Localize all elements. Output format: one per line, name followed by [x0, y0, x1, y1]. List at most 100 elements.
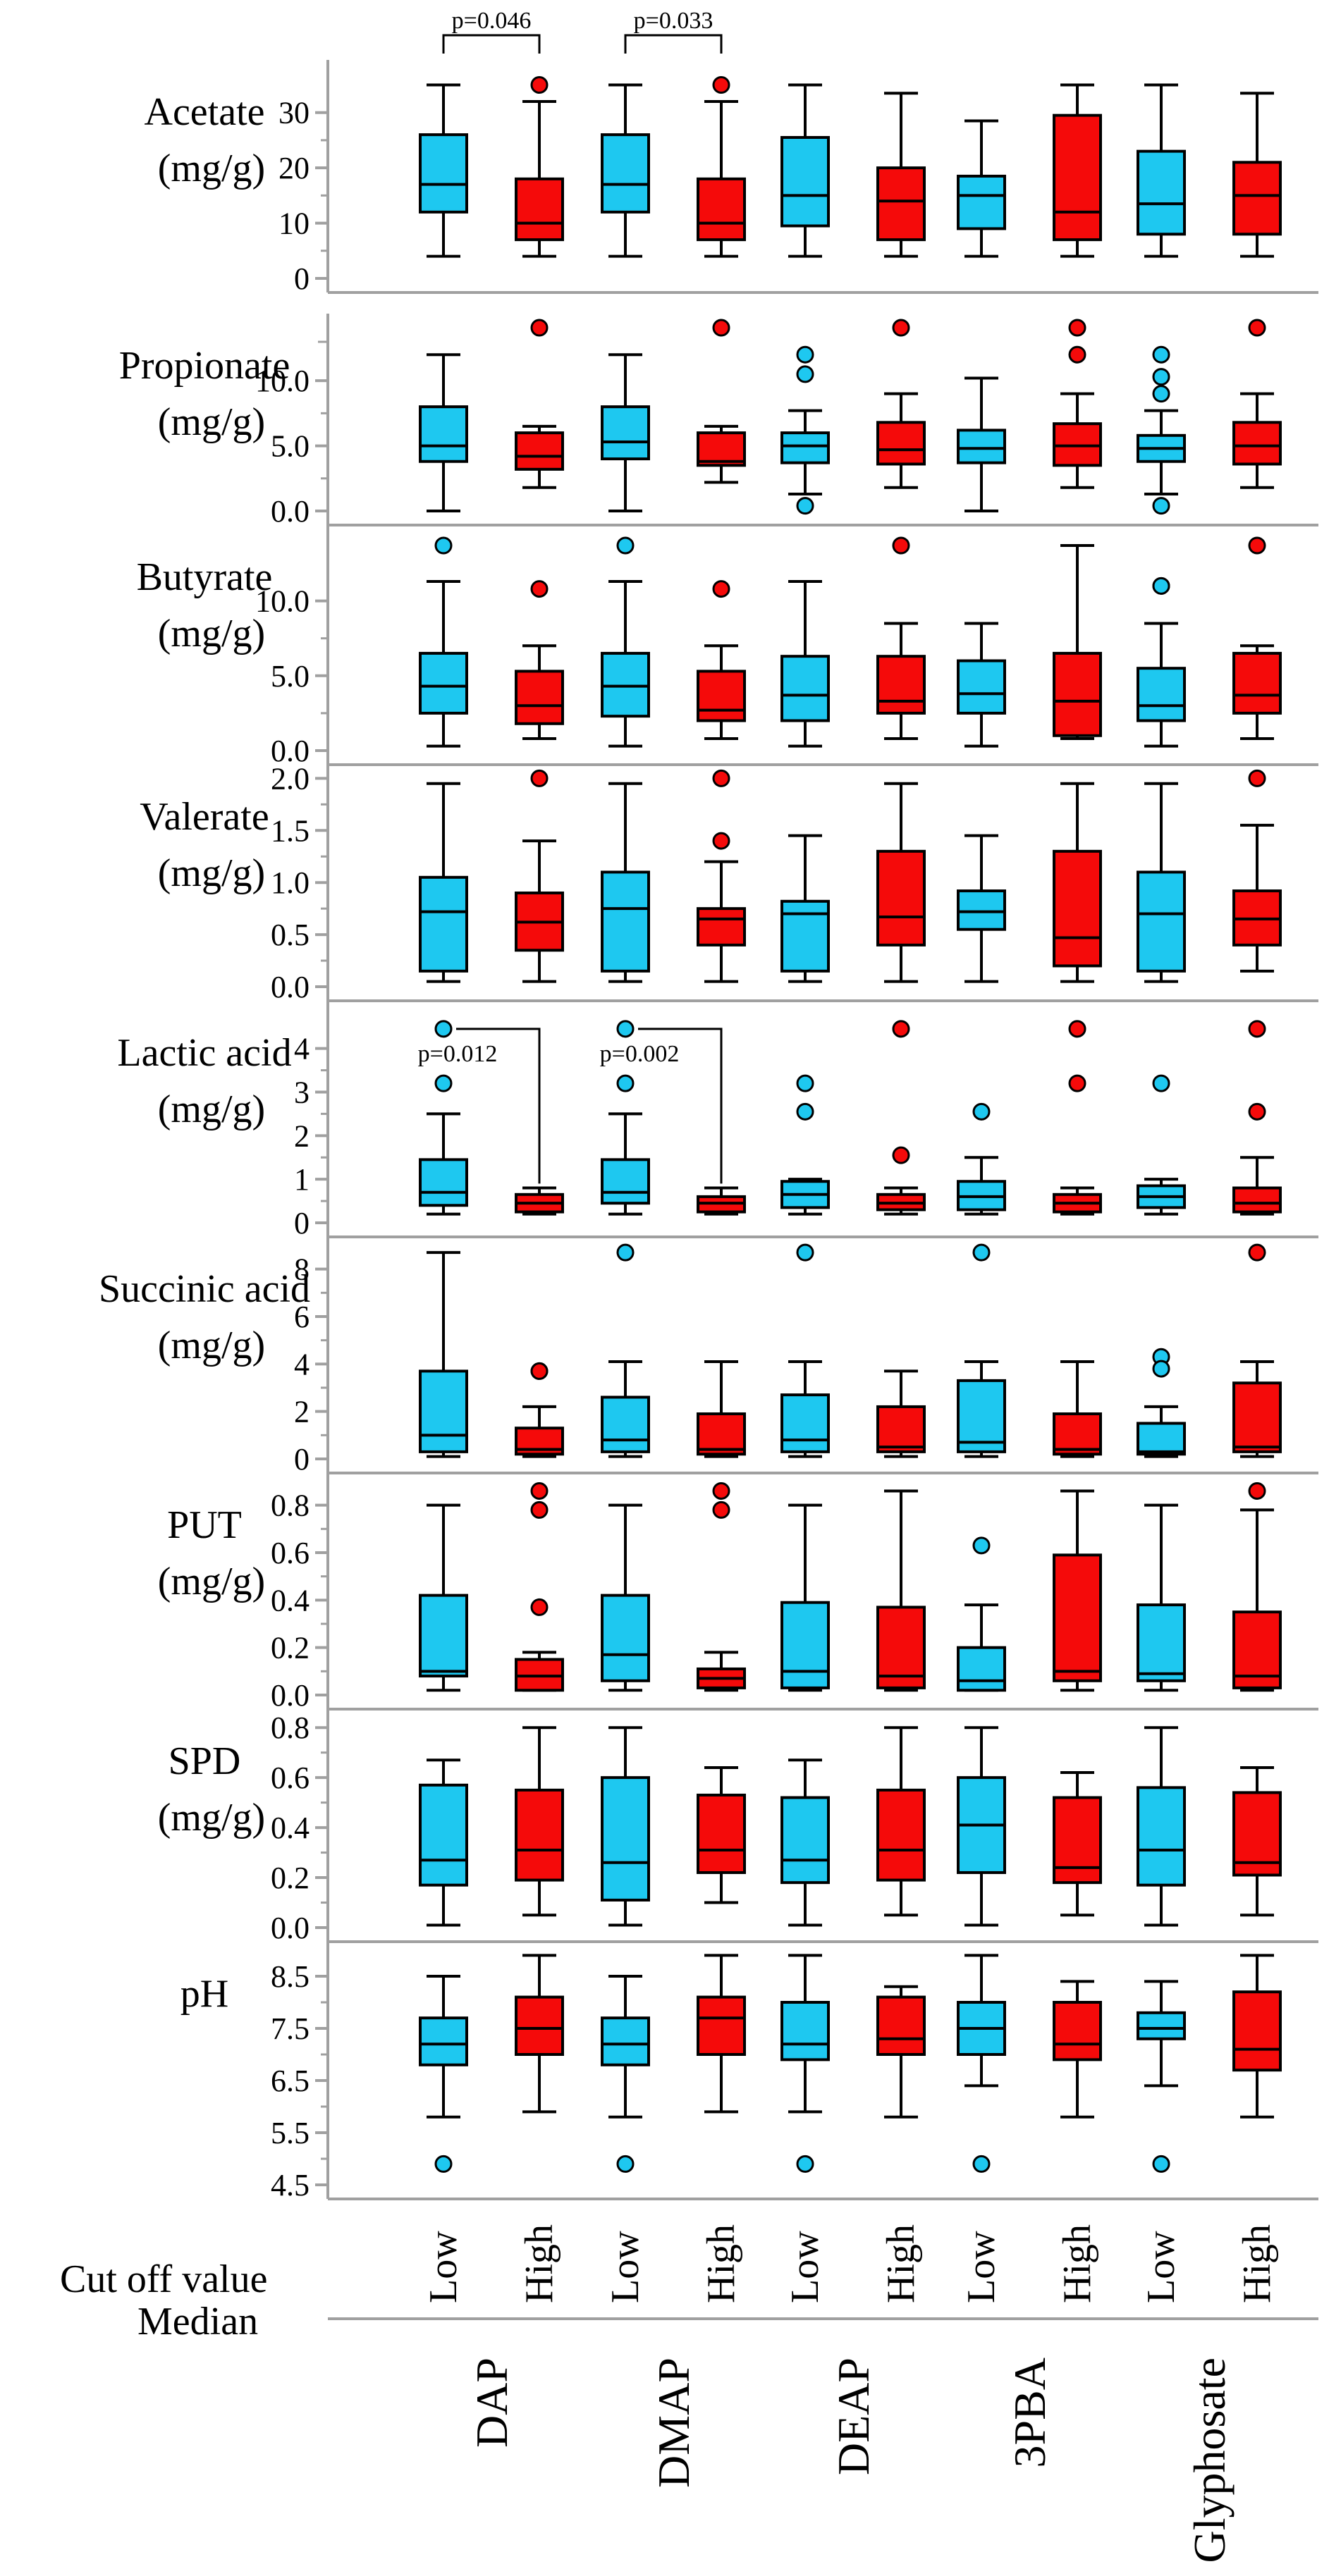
- y-tick-label: 10.0: [255, 364, 310, 398]
- box-dap-low: [419, 1251, 468, 1458]
- iqr-box: [876, 1788, 926, 1882]
- box-dmap-low: [601, 1020, 650, 1216]
- panel-spd: 0.0 0.2 0.4 0.6 0.8 SPD (mg/g): [158, 1709, 1318, 1945]
- level-label-high: High: [1055, 2224, 1099, 2303]
- group-labels: DAP DMAP DEAP 3PBA Glyphosate: [467, 2358, 1235, 2563]
- box-dap-high: [515, 1954, 564, 2114]
- box-deap-low: [780, 345, 830, 515]
- box-glyphosate-low: [1137, 1980, 1186, 2173]
- outlier-point: [1152, 2155, 1170, 2173]
- box-deap-low: [780, 1243, 830, 1458]
- iqr-box: [1053, 1412, 1102, 1456]
- box-glyphosate-high: [1232, 769, 1282, 973]
- y-tick-label: 4.5: [271, 2168, 310, 2202]
- box-dap-high: [515, 1726, 564, 1917]
- box-3pba-high: [1053, 319, 1102, 489]
- box-deap-high: [876, 1020, 926, 1216]
- significance-bracket: [442, 34, 541, 54]
- outlier-point: [712, 832, 730, 850]
- level-label-low: Low: [1139, 2231, 1183, 2303]
- box-dmap-high: [697, 76, 746, 258]
- box-glyphosate-high: [1232, 1954, 1282, 2119]
- box-deap-low: [780, 1074, 830, 1216]
- row-label: Propionate: [119, 344, 290, 388]
- box-glyphosate-high: [1232, 536, 1282, 741]
- y-tick-label: 0.0: [271, 970, 310, 1004]
- iqr-box: [957, 659, 1006, 715]
- iqr-box: [419, 651, 468, 715]
- iqr-box: [1137, 149, 1186, 236]
- iqr-box: [957, 1646, 1006, 1692]
- p-value-label: p=0.012: [418, 1041, 498, 1067]
- iqr-box: [780, 899, 830, 973]
- y-tick-label: 6.5: [271, 2064, 310, 2098]
- y-tick-label: 2: [294, 1118, 310, 1153]
- iqr-box: [1053, 113, 1102, 242]
- y-tick-label: 0.6: [271, 1761, 310, 1795]
- outlier-point: [1068, 345, 1086, 364]
- box-deap-low: [780, 1503, 830, 1692]
- iqr-box: [601, 1594, 650, 1682]
- box-dap-high: [515, 580, 564, 741]
- iqr-box: [876, 421, 926, 466]
- outlier-point: [530, 319, 549, 337]
- box-glyphosate-low: [1137, 577, 1186, 748]
- iqr-box: [419, 2016, 468, 2066]
- outlier-point: [530, 1500, 549, 1519]
- significance-annotation: p=0.033: [624, 8, 723, 54]
- iqr-box: [601, 870, 650, 973]
- iqr-box: [419, 133, 468, 214]
- outlier-point: [972, 1536, 991, 1555]
- outlier-point: [434, 536, 453, 555]
- outlier-point: [530, 76, 549, 94]
- row-label: Acetate: [145, 90, 265, 134]
- iqr-box: [780, 431, 830, 464]
- box-deap-high: [876, 1369, 926, 1458]
- y-tick-label: 0.8: [271, 1489, 310, 1523]
- box-dmap-low: [601, 1243, 650, 1458]
- iqr-box: [697, 177, 746, 242]
- p-value-label: p=0.033: [634, 8, 714, 34]
- level-label-low: Low: [960, 2231, 1003, 2303]
- y-tick-label: 0: [294, 1206, 310, 1240]
- outlier-point: [712, 580, 730, 598]
- outlier-point: [616, 1243, 635, 1262]
- outlier-point: [712, 769, 730, 787]
- iqr-box: [1232, 1990, 1282, 2072]
- iqr-box: [419, 405, 468, 463]
- outlier-point: [972, 1102, 991, 1121]
- outlier-point: [1068, 319, 1086, 337]
- iqr-box: [957, 174, 1006, 230]
- y-tick-label: 5.0: [271, 429, 310, 464]
- outlier-point: [892, 1146, 910, 1164]
- box-dap-high: [515, 76, 564, 258]
- y-tick-label: 3: [294, 1075, 310, 1109]
- y-tick-label: 8.5: [271, 1959, 310, 1994]
- y-tick-label: 0: [294, 1442, 310, 1477]
- y-tick-label: 4: [294, 1347, 310, 1381]
- iqr-box: [419, 1158, 468, 1207]
- box-dap-high: [515, 769, 564, 983]
- outlier-point: [712, 76, 730, 94]
- outlier-point: [1248, 319, 1266, 337]
- box-dap-high: [515, 319, 564, 489]
- row-unit-label: (mg/g): [158, 1560, 265, 1603]
- box-3pba-high: [1053, 1980, 1102, 2119]
- box-dmap-high: [697, 580, 746, 741]
- box-glyphosate-high: [1232, 319, 1282, 489]
- outlier-point: [1152, 385, 1170, 403]
- y-tick-label: 2: [294, 1395, 310, 1429]
- iqr-box: [1137, 1422, 1186, 1456]
- iqr-box: [780, 2001, 830, 2062]
- y-tick-label: 4: [294, 1032, 310, 1066]
- iqr-box: [957, 1379, 1006, 1453]
- box-dap-low: [419, 1020, 468, 1216]
- box-3pba-high: [1053, 782, 1102, 983]
- outlier-point: [972, 2155, 991, 2173]
- y-tick-label: 6: [294, 1300, 310, 1334]
- significance-annotation: p=0.002: [600, 1028, 723, 1184]
- iqr-box: [601, 1776, 650, 1902]
- y-tick-label: 0.2: [271, 1861, 310, 1895]
